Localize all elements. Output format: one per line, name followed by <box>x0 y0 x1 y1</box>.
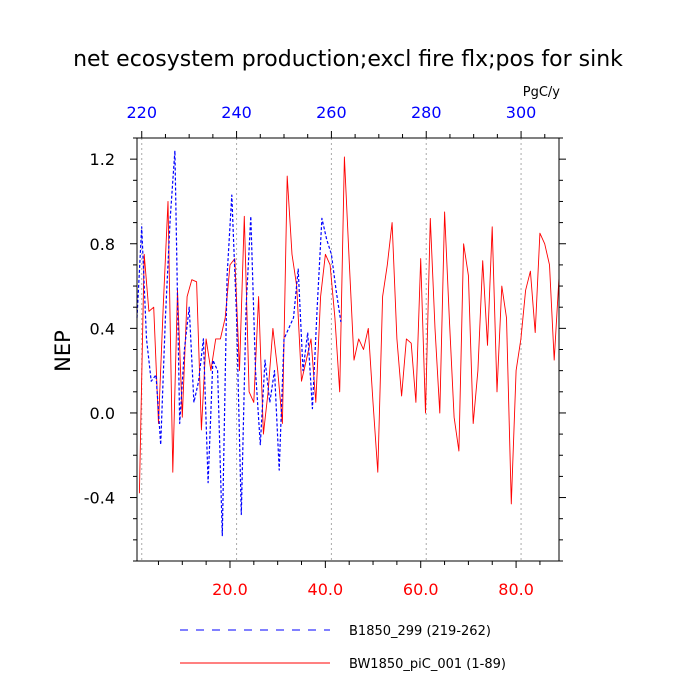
grid-lines <box>141 138 522 561</box>
y-tick-label: 0.4 <box>90 319 115 338</box>
series-line-bw1850-pic-001 <box>138 156 560 505</box>
legend-label-b1850-299: B1850_299 (219-262) <box>349 624 491 639</box>
y-tick-label: 0.0 <box>90 404 115 423</box>
x-bottom-tick-label: 20.0 <box>212 580 248 599</box>
legend-label-bw1850-pic-001: BW1850_piC_001 (1-89) <box>349 657 506 672</box>
x-top-tick-label: 300 <box>506 103 537 122</box>
series-line-b1850-299 <box>136 150 342 537</box>
legend: B1850_299 (219-262) BW1850_piC_001 (1-89… <box>180 624 506 672</box>
chart-title: net ecosystem production;excl fire flx;p… <box>73 47 623 72</box>
x-bottom-tick-label: 60.0 <box>403 580 439 599</box>
units-label: PgC/y <box>523 85 561 100</box>
y-axis-label: NEP <box>51 330 75 372</box>
x-bottom-tick-label: 80.0 <box>498 580 534 599</box>
plot-frame <box>136 137 560 562</box>
x-bottom-tick-label: 40.0 <box>308 580 344 599</box>
axes: -0.4 0.0 0.4 0.8 1.2 20.0 40.0 60.0 80.0 220 240 26… <box>84 103 566 599</box>
series-layer <box>136 150 560 537</box>
x-top-tick-label: 280 <box>411 103 442 122</box>
x-top-tick-label: 240 <box>221 103 252 122</box>
y-tick-label: 1.2 <box>90 150 115 169</box>
x-top-tick-label: 220 <box>126 103 157 122</box>
x-top-tick-label: 260 <box>316 103 347 122</box>
y-tick-label: 0.8 <box>90 235 115 254</box>
y-tick-label: -0.4 <box>84 489 115 508</box>
